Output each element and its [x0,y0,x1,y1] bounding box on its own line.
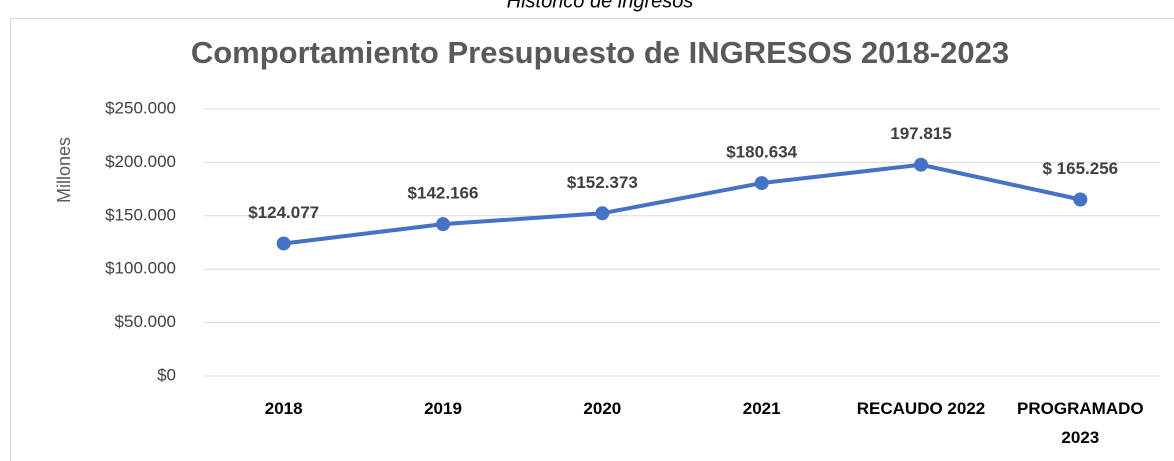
x-tick-label-box: 2018 [264,399,303,418]
data-label: 197.815 [890,124,951,143]
data-label: $142.166 [408,184,479,203]
marker [1073,192,1088,207]
data-label: $124.077 [248,203,319,222]
x-tick-label: 2018 [264,399,303,418]
data-label: $ 165.256 [1043,159,1119,178]
x-tick-label-box: RECAUDO 2022 [856,399,986,418]
marker [754,176,769,191]
chart-border [10,18,1174,461]
x-tick-label: 2019 [424,399,462,418]
y-axis-label: Millones [54,137,74,203]
x-tick-label: PROGRAMADO 2023 [1017,399,1144,447]
caption: Histórico de ingresos [507,0,694,12]
marker [276,236,291,251]
data-label: $152.373 [567,173,638,192]
marker [595,206,610,221]
x-tick-label-box: 2019 [424,399,462,418]
y-tick-label: $250.000 [105,98,176,117]
x-tick-label-box: 2020 [583,399,622,418]
x-tick-label-box: 2021 [742,399,781,418]
line [283,162,1081,246]
chart-title: Comportamiento Presupuesto de INGRESOS 2… [191,35,1009,70]
marker [914,157,928,172]
x-tick-label-box: PROGRAMADO 2023 [1017,399,1144,447]
marker [436,217,450,232]
x-tick-label: RECAUDO 2022 [856,399,986,418]
data-label: $180.634 [726,143,797,162]
y-tick-label: $0 [157,365,176,384]
y-tick-label: $50.000 [115,312,176,331]
x-tick-label: 2020 [583,399,622,418]
y-tick-label: $100.000 [105,259,176,278]
y-tick-label: $150.000 [105,205,176,224]
x-tick-label: 2021 [742,399,781,418]
y-tick-label: $200.000 [105,152,176,171]
